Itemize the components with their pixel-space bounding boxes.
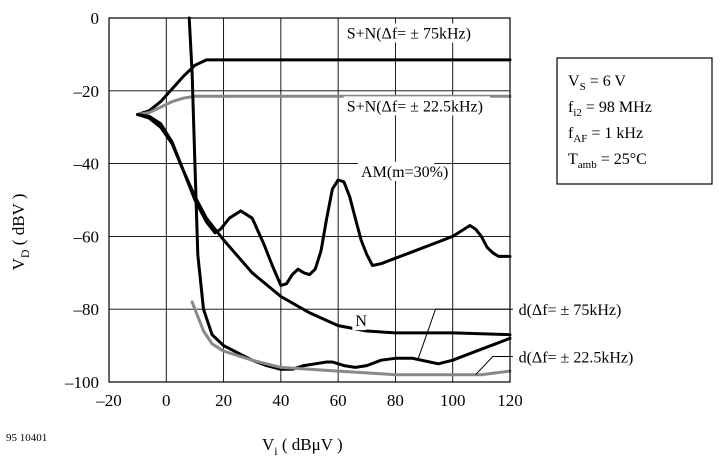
y-tick-label: –80 — [73, 300, 100, 319]
y-tick-label: –100 — [64, 373, 99, 392]
tick-labels: –20 0 20 40 60 80 100 120 0 –20 –40 –60 –80 –100 — [64, 9, 523, 410]
x-tick-label: 120 — [497, 391, 523, 410]
x-axis-label-main: V — [262, 435, 275, 454]
plot-frame — [108, 17, 511, 383]
annotations: S+N(Δf= ± 75kHz) S+N(Δf= ± 22.5kHz) AM(m=3… — [343, 23, 634, 376]
annotation-bg-1 — [343, 96, 491, 116]
condition-tamb: Tamb = 25°C — [568, 151, 647, 171]
annotation-leader-4 — [417, 308, 513, 359]
x-tick-label: –20 — [95, 391, 122, 410]
annotation-label-5: d(Δf= ± 22.5kHz) — [519, 350, 634, 367]
y-axis-label-rest: ( dBV ) — [9, 194, 28, 250]
x-tick-label: 20 — [215, 391, 232, 410]
annotation-leader-5 — [475, 356, 513, 376]
conditions-box: VS = 6 V fi2 = 98 MHz fAF = 1 kHz Tamb =… — [556, 57, 713, 185]
x-axis-label-rest: ( dBμV ) — [278, 435, 343, 454]
annotation-label-3: N — [355, 313, 367, 330]
y-tick-label: 0 — [91, 9, 100, 28]
grid — [108, 17, 511, 383]
series-line-0 — [136, 58, 512, 116]
x-tick-label: 100 — [440, 391, 466, 410]
annotation-label-4: d(Δf= ± 75kHz) — [519, 302, 622, 319]
x-tick-label: 40 — [272, 391, 289, 410]
annotation-label-0: S+N(Δf= ± 75kHz) — [347, 26, 471, 43]
figure-number: 95 10401 — [6, 432, 47, 444]
y-tick-label: –60 — [73, 227, 100, 246]
series-line-3 — [136, 113, 512, 337]
x-axis-label: Vi ( dBμV ) — [262, 435, 343, 458]
y-tick-label: –20 — [73, 82, 100, 101]
y-axis-label-main: V — [9, 257, 28, 270]
x-tick-label: 80 — [387, 391, 404, 410]
annotation-bg-3 — [352, 311, 367, 331]
conditions-frame — [556, 57, 713, 185]
series-line-1 — [136, 94, 512, 116]
annotation-label-2: AM(m=30%) — [361, 164, 448, 181]
condition-faf: fAF = 1 kHz — [568, 125, 643, 145]
annotation-label-1: S+N(Δf= ± 22.5kHz) — [347, 98, 483, 115]
x-axis-label-sub: i — [274, 444, 278, 458]
y-tick-label: –40 — [73, 155, 100, 174]
x-tick-label: 60 — [330, 391, 347, 410]
annotation-bg-0 — [343, 23, 475, 43]
y-axis-label-sub: D — [18, 249, 32, 258]
x-tick-label: 0 — [162, 391, 171, 410]
y-axis-label: VD ( dBV ) — [9, 194, 32, 271]
series-lines — [136, 16, 512, 377]
series-line-5 — [190, 300, 512, 377]
annotation-bg-2 — [358, 161, 435, 181]
series-line-4 — [187, 16, 512, 371]
condition-fi2: fi2 = 98 MHz — [568, 99, 652, 119]
condition-vs: VS = 6 V — [568, 73, 626, 93]
